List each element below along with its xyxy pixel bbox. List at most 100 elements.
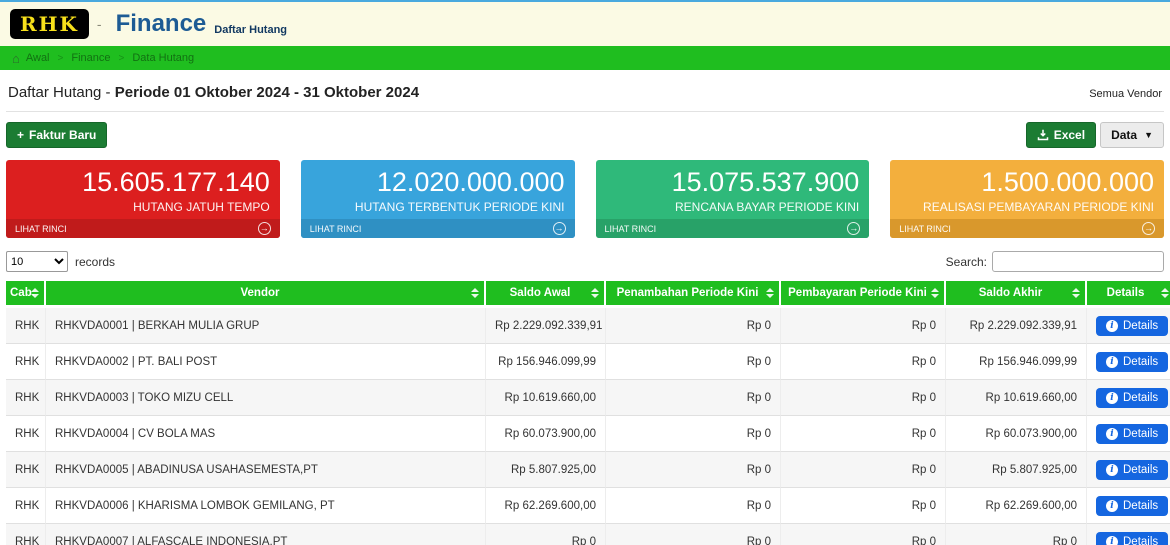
card-link-lihat-rinci[interactable]: LIHAT RINCI → bbox=[890, 219, 1164, 238]
toolbar-right: Excel Data ▼ bbox=[1025, 122, 1164, 148]
sort-icon[interactable] bbox=[31, 288, 39, 298]
search-input[interactable] bbox=[992, 251, 1164, 272]
title-row: Daftar Hutang - Periode 01 Oktober 2024 … bbox=[6, 76, 1164, 112]
sort-icon[interactable] bbox=[1161, 288, 1169, 298]
column-header-pembayaran[interactable]: Pembayaran Periode Kini bbox=[781, 281, 946, 308]
app-header: RHK - Finance Daftar Hutang bbox=[0, 0, 1170, 46]
card-link-lihat-rinci[interactable]: LIHAT RINCI → bbox=[6, 219, 280, 238]
arrow-circle-icon: → bbox=[1142, 222, 1155, 235]
page-title-prefix: Daftar Hutang - bbox=[8, 84, 115, 101]
breadcrumb-separator: > bbox=[57, 52, 64, 64]
table-row: RHK RHKVDA0002 | PT. BALI POST Rp 156.94… bbox=[6, 344, 1170, 380]
breadcrumb: ⌂ Awal > Finance > Data Hutang bbox=[0, 46, 1170, 70]
cell-pembayaran: Rp 0 bbox=[781, 524, 946, 545]
cell-penambahan: Rp 0 bbox=[606, 488, 781, 524]
cell-pembayaran: Rp 0 bbox=[781, 488, 946, 524]
main-content: Daftar Hutang - Periode 01 Oktober 2024 … bbox=[0, 70, 1170, 545]
cell-details: i Details bbox=[1087, 344, 1170, 380]
toolbar: + Faktur Baru Excel Data ▼ bbox=[6, 122, 1164, 148]
column-header-saldo-akhir[interactable]: Saldo Akhir bbox=[946, 281, 1087, 308]
cell-cab: RHK bbox=[6, 452, 46, 488]
details-button[interactable]: i Details bbox=[1096, 387, 1169, 408]
cell-saldo-akhir: Rp 62.269.600,00 bbox=[946, 488, 1087, 524]
breadcrumb-finance[interactable]: Finance bbox=[71, 52, 111, 64]
card-link-label: LIHAT RINCI bbox=[15, 223, 67, 234]
details-button-label: Details bbox=[1123, 355, 1159, 368]
column-header-cab[interactable]: Cab. bbox=[6, 281, 46, 308]
details-button[interactable]: i Details bbox=[1096, 495, 1169, 516]
page-size-select[interactable]: 10 bbox=[6, 251, 68, 272]
cell-details: i Details bbox=[1087, 416, 1170, 452]
cell-pembayaran: Rp 0 bbox=[781, 344, 946, 380]
cell-penambahan: Rp 0 bbox=[606, 452, 781, 488]
details-button[interactable]: i Details bbox=[1096, 531, 1169, 545]
details-button[interactable]: i Details bbox=[1096, 351, 1169, 372]
chevron-down-icon: ▼ bbox=[1144, 130, 1153, 140]
card-label: REALISASI PEMBAYARAN PERIODE KINI bbox=[923, 200, 1154, 214]
column-header-details[interactable]: Details bbox=[1087, 281, 1170, 308]
info-icon: i bbox=[1106, 463, 1118, 476]
table-controls: 10 records Search: bbox=[6, 251, 1164, 272]
column-header-vendor[interactable]: Vendor bbox=[46, 281, 486, 308]
card-rencana-bayar: 15.075.537.900 RENCANA BAYAR PERIODE KIN… bbox=[595, 160, 870, 238]
info-icon: i bbox=[1106, 355, 1118, 368]
details-button[interactable]: i Details bbox=[1096, 459, 1169, 480]
sort-icon[interactable] bbox=[931, 288, 939, 298]
details-button-label: Details bbox=[1123, 391, 1159, 404]
data-button-label: Data bbox=[1111, 128, 1138, 142]
arrow-circle-icon: → bbox=[257, 222, 271, 235]
card-value: 15.075.537.900 bbox=[671, 167, 860, 197]
app-title: Finance bbox=[115, 10, 207, 37]
card-label: HUTANG JATUH TEMPO bbox=[133, 200, 270, 214]
cell-saldo-akhir: Rp 156.946.099,99 bbox=[946, 344, 1087, 380]
sort-icon[interactable] bbox=[591, 288, 599, 298]
sort-icon[interactable] bbox=[471, 288, 479, 298]
sort-icon[interactable] bbox=[766, 288, 774, 298]
breadcrumb-data-hutang[interactable]: Data Hutang bbox=[132, 52, 195, 64]
details-button[interactable]: i Details bbox=[1096, 315, 1169, 336]
cell-pembayaran: Rp 0 bbox=[781, 452, 946, 488]
cell-penambahan: Rp 0 bbox=[606, 380, 781, 416]
cell-pembayaran: Rp 0 bbox=[781, 308, 946, 344]
card-label: RENCANA BAYAR PERIODE KINI bbox=[674, 200, 860, 214]
card-link-lihat-rinci[interactable]: LIHAT RINCI → bbox=[300, 219, 575, 238]
column-header-saldo-awal[interactable]: Saldo Awal bbox=[486, 281, 606, 308]
details-button[interactable]: i Details bbox=[1096, 423, 1169, 444]
cell-details: i Details bbox=[1087, 524, 1170, 545]
arrow-circle-icon: → bbox=[552, 222, 566, 235]
card-body: 15.075.537.900 RENCANA BAYAR PERIODE KIN… bbox=[596, 160, 870, 219]
cell-vendor: RHKVDA0006 | KHARISMA LOMBOK GEMILANG, P… bbox=[46, 488, 486, 524]
card-link-label: LIHAT RINCI bbox=[899, 223, 951, 234]
cell-saldo-awal: Rp 2.229.092.339,91 bbox=[486, 308, 606, 344]
info-icon: i bbox=[1106, 391, 1118, 404]
company-logo: RHK bbox=[10, 9, 89, 39]
card-link-label: LIHAT RINCI bbox=[309, 223, 362, 234]
table-row: RHK RHKVDA0004 | CV BOLA MAS Rp 60.073.9… bbox=[6, 416, 1170, 452]
cell-penambahan: Rp 0 bbox=[606, 344, 781, 380]
excel-export-button[interactable]: Excel bbox=[1025, 122, 1097, 148]
table-header: Cab. Vendor Saldo Awal Penambahan Period… bbox=[6, 281, 1170, 308]
page-size-control: 10 records bbox=[6, 251, 115, 272]
details-button-label: Details bbox=[1123, 499, 1159, 512]
card-link-lihat-rinci[interactable]: LIHAT RINCI → bbox=[595, 219, 870, 238]
search-control: Search: bbox=[946, 251, 1164, 272]
plus-icon: + bbox=[17, 128, 25, 142]
new-invoice-button[interactable]: + Faktur Baru bbox=[6, 122, 108, 148]
info-icon: i bbox=[1106, 427, 1118, 440]
card-hutang-terbentuk: 12.020.000.000 HUTANG TERBENTUK PERIODE … bbox=[300, 160, 575, 238]
cell-saldo-akhir: Rp 10.619.660,00 bbox=[946, 380, 1087, 416]
home-icon: ⌂ bbox=[12, 50, 20, 66]
cell-cab: RHK bbox=[6, 308, 46, 344]
cell-vendor: RHKVDA0002 | PT. BALI POST bbox=[46, 344, 486, 380]
column-header-penambahan[interactable]: Penambahan Periode Kini bbox=[606, 281, 781, 308]
card-hutang-jatuh-tempo: 15.605.177.140 HUTANG JATUH TEMPO LIHAT … bbox=[6, 160, 280, 238]
card-value: 12.020.000.000 bbox=[376, 167, 565, 197]
hutang-table: Cab. Vendor Saldo Awal Penambahan Period… bbox=[6, 281, 1170, 545]
details-button-label: Details bbox=[1123, 463, 1159, 476]
cell-cab: RHK bbox=[6, 524, 46, 545]
sort-icon[interactable] bbox=[1072, 288, 1080, 298]
cell-vendor: RHKVDA0004 | CV BOLA MAS bbox=[46, 416, 486, 452]
data-dropdown-button[interactable]: Data ▼ bbox=[1100, 122, 1164, 148]
cell-details: i Details bbox=[1087, 308, 1170, 344]
breadcrumb-awal[interactable]: Awal bbox=[25, 52, 50, 64]
